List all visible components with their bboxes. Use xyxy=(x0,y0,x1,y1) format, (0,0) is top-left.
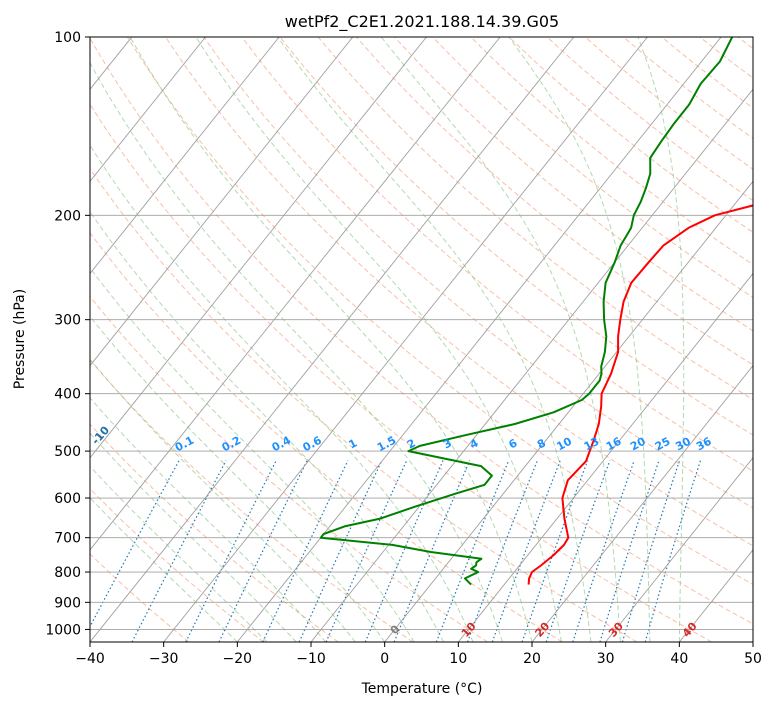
y-tick-label: 700 xyxy=(54,531,81,547)
mixing-ratio-label: 30 xyxy=(673,435,693,454)
y-tick-label: 600 xyxy=(54,491,81,507)
mixing-ratio-line xyxy=(298,460,383,642)
x-tick-label: 20 xyxy=(523,651,541,667)
mixing-ratio-line xyxy=(218,460,308,642)
y-tick-label: 300 xyxy=(54,313,81,329)
mixing-ratio-line xyxy=(185,460,277,642)
moist-adiabat-line xyxy=(90,497,238,642)
moist-adiabat-line xyxy=(90,267,415,642)
dry-adiabat-line xyxy=(394,37,753,332)
dry-adiabat-line xyxy=(90,359,414,642)
y-tick-label: 1000 xyxy=(45,622,81,638)
y-axis: 100 200 300 400 500 600 700 800 900 1000 xyxy=(45,30,90,638)
dry-adiabat-line xyxy=(90,168,638,642)
isotherm-line xyxy=(90,37,206,183)
mixing-ratio-line xyxy=(262,460,349,642)
dewpoint-line xyxy=(319,37,734,586)
y-tick-label: 900 xyxy=(54,595,81,611)
mixing-ratio-label: 13 xyxy=(582,435,602,454)
dry-adiabat-line xyxy=(90,295,488,642)
line-labels: 0.10.20.40.611.52346810131620253036-100-… xyxy=(90,424,714,640)
x-axis-label: Temperature (°C) xyxy=(361,681,483,697)
isotherm-line xyxy=(605,457,753,642)
mixing-ratio-line xyxy=(364,460,444,642)
moist-adiabat-line xyxy=(90,465,268,642)
isotherm-line xyxy=(90,37,575,642)
y-axis-label: Pressure (hPa) xyxy=(12,289,28,389)
isotherm-line xyxy=(531,364,753,642)
grid xyxy=(90,37,753,642)
moist-adiabat-line xyxy=(90,315,386,642)
isotherm-line xyxy=(457,272,753,642)
y-tick-label: 800 xyxy=(54,565,81,581)
mixing-ratio-line xyxy=(521,460,589,642)
dry-adiabat-line xyxy=(470,37,753,266)
x-tick-label: 50 xyxy=(744,651,762,667)
moist-adiabat-line xyxy=(129,37,533,642)
mixing-ratio-label: 25 xyxy=(653,435,673,454)
x-tick-label: −10 xyxy=(296,651,326,667)
temperature-line xyxy=(527,204,753,585)
isotherm-line xyxy=(90,37,501,551)
dry-adiabat-line xyxy=(623,37,753,139)
moist-adiabat-line xyxy=(277,37,592,642)
dry-adiabat-line xyxy=(90,103,712,642)
dry-adiabat-line xyxy=(165,37,753,547)
isotherm-line xyxy=(90,37,354,367)
dry-adiabat-line xyxy=(90,232,563,642)
series-group xyxy=(319,37,753,586)
isotherm-line xyxy=(90,37,280,275)
y-tick-label: 100 xyxy=(54,30,81,46)
x-tick-label: −20 xyxy=(223,651,253,667)
isotherm-line xyxy=(384,180,753,642)
moist-adiabat-line xyxy=(637,37,685,642)
moist-adiabat-line xyxy=(380,37,621,642)
mixing-ratio-label: 20 xyxy=(628,435,648,454)
dry-adiabat-line xyxy=(90,37,753,625)
isotherm-line xyxy=(310,88,753,642)
y-tick-label: 500 xyxy=(54,444,81,460)
moist-adiabat-line xyxy=(195,37,562,642)
y-tick-label: 200 xyxy=(54,208,81,224)
mixing-ratio-line xyxy=(325,460,408,642)
isotherm-line xyxy=(236,37,722,642)
mixing-ratio-line xyxy=(491,460,561,642)
isotherm-line xyxy=(163,37,648,642)
dry-adiabat-line xyxy=(90,423,339,642)
y-tick-label: 400 xyxy=(54,387,81,403)
mixing-ratio-line xyxy=(435,460,510,642)
plot-frame xyxy=(89,36,754,643)
x-tick-label: 0 xyxy=(380,651,389,667)
dry-adiabat-line xyxy=(126,37,753,585)
x-axis: −40 −30 −20 −10 0 10 20 30 40 50 xyxy=(75,642,762,667)
mixing-ratio-label: 36 xyxy=(694,435,714,454)
x-tick-label: −40 xyxy=(75,651,105,667)
dry-adiabat-line xyxy=(203,37,753,509)
mixing-ratio-line xyxy=(545,460,611,642)
dry-adiabat-line xyxy=(317,37,753,401)
mixing-ratio-label: 16 xyxy=(604,435,624,454)
moist-adiabat-line xyxy=(90,210,445,642)
moist-adiabat-line xyxy=(508,37,651,642)
x-tick-label: 40 xyxy=(670,651,688,667)
x-tick-label: 30 xyxy=(597,651,615,667)
dry-adiabat-line xyxy=(90,487,264,642)
moist-adiabat-line xyxy=(90,397,327,642)
x-tick-label: 10 xyxy=(449,651,467,667)
isotherm-line xyxy=(90,37,427,459)
moist-adiabat-line xyxy=(90,61,503,642)
mixing-ratio-line xyxy=(393,460,471,642)
mixing-ratio-line xyxy=(466,460,538,642)
mixing-ratio-label: 10 xyxy=(554,435,574,454)
x-tick-label: −30 xyxy=(149,651,179,667)
dry-adiabat-line xyxy=(279,37,753,436)
chart-title: wetPf2_C2E1.2021.188.14.39.G05 xyxy=(285,12,559,32)
